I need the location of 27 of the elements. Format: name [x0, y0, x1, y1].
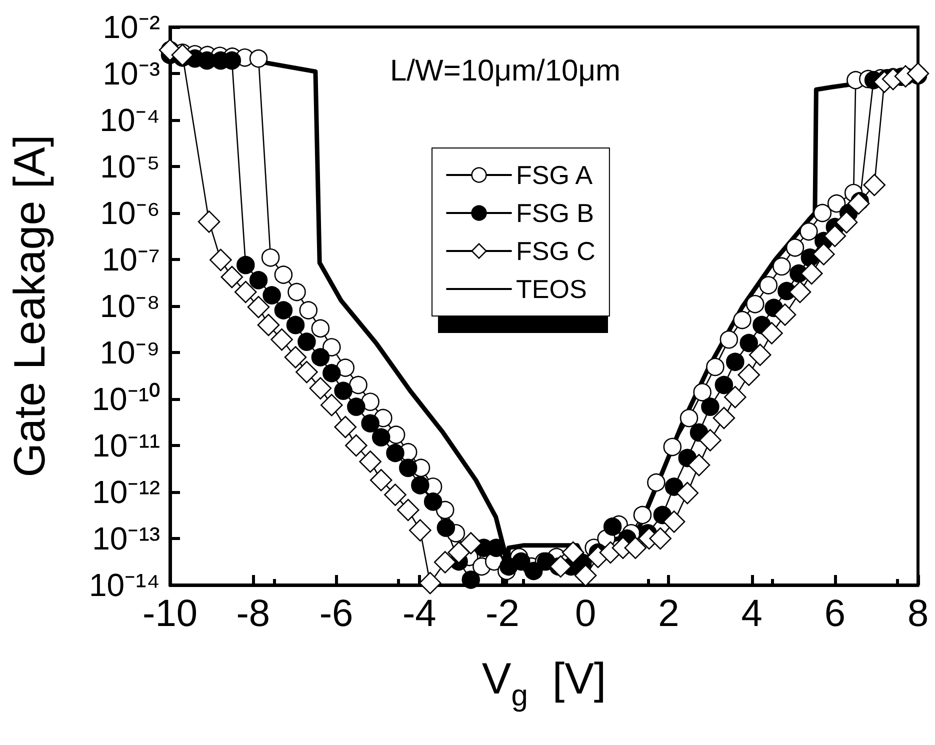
- y-axis-title: Gate Leakage [A]: [6, 134, 54, 478]
- x-tick-label: 8: [907, 593, 929, 635]
- y-tick-label: 10⁻⁷: [102, 242, 160, 278]
- y-tick-label: 10⁻¹¹: [92, 428, 160, 464]
- y-tick-label: 10⁻⁸: [100, 288, 160, 324]
- x-tick-label: -2: [486, 593, 520, 635]
- x-tick-label: -6: [319, 593, 354, 635]
- legend-label: FSG B: [516, 198, 594, 228]
- y-tick-label: 10⁻⁵: [100, 148, 160, 184]
- y-tick-label: 10⁻¹³: [92, 520, 160, 556]
- x-tick-label: 6: [824, 593, 846, 635]
- x-tick-label: -4: [402, 593, 436, 635]
- y-tick-label: 10⁻⁹: [100, 334, 160, 370]
- legend-label: TEOS: [516, 274, 587, 304]
- x-tick-label: -8: [236, 593, 270, 635]
- x-tick-label: 0: [574, 593, 596, 635]
- y-tick-label: 10⁻⁶: [100, 195, 160, 231]
- y-tick-label: 10⁻¹⁰: [92, 381, 160, 417]
- legend-label: FSG A: [516, 160, 594, 190]
- annotation: L/W=10μm/10μm: [390, 54, 620, 88]
- y-tick-label: 10⁻²: [102, 9, 160, 45]
- y-tick-label: 10⁻³: [102, 56, 160, 92]
- x-tick-label: 4: [741, 593, 762, 635]
- y-tick-label: 10⁻¹²: [92, 474, 160, 510]
- y-tick-label: 10⁻⁴: [100, 102, 160, 138]
- legend-label: FSG C: [516, 236, 596, 266]
- x-tick-label: 2: [658, 593, 680, 635]
